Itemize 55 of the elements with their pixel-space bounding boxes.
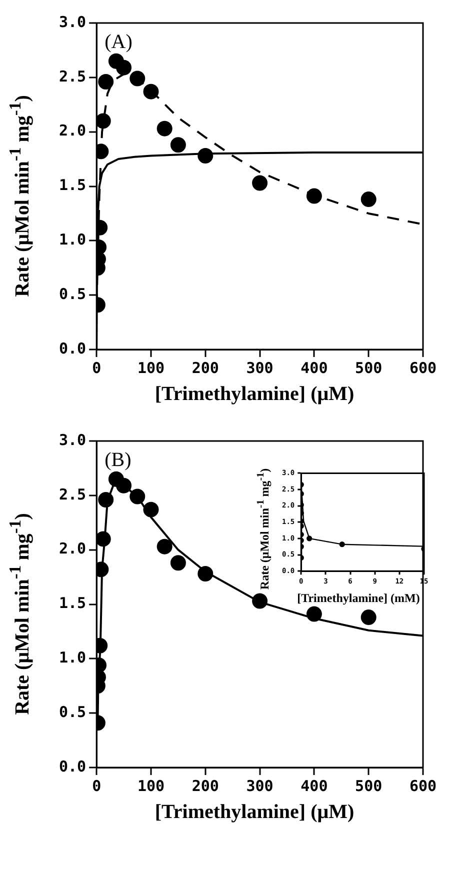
point <box>96 113 111 129</box>
x-tick-label: 600 <box>409 776 437 795</box>
y-tick-label: 0.5 <box>59 284 86 303</box>
point <box>98 74 114 90</box>
point <box>116 60 132 76</box>
x-tick-label: 400 <box>300 358 328 377</box>
y-tick-label: 0.5 <box>59 702 86 721</box>
point <box>170 137 186 153</box>
y-tick-label: 2.0 <box>59 122 86 140</box>
point <box>143 84 159 100</box>
point <box>130 70 146 86</box>
annotation: (A) <box>104 31 132 53</box>
x-tick-label: 300 <box>246 776 274 795</box>
y-tick-label: 3.0 <box>59 430 86 449</box>
point <box>306 188 322 204</box>
y-tick-label: 3.0 <box>59 12 86 31</box>
point <box>156 120 172 136</box>
point <box>252 593 268 609</box>
y-tick-label: 1.5 <box>59 176 86 194</box>
x-tick-label: 100 <box>137 358 165 377</box>
y-tick-label: 0.0 <box>59 757 86 776</box>
x-tick-label: 400 <box>300 776 328 795</box>
x-axis-title: [Trimethylamine] (μM) <box>154 383 356 406</box>
y-tick-label: 1.0 <box>59 230 86 249</box>
point <box>98 492 114 508</box>
x-tick-label: 100 <box>137 776 165 795</box>
x-tick-label: 600 <box>409 358 437 377</box>
x-tick-label: 300 <box>246 358 274 377</box>
y-tick-label: 2.5 <box>59 485 86 504</box>
point <box>360 610 376 626</box>
point <box>116 478 132 494</box>
point <box>156 538 172 554</box>
point <box>143 502 159 518</box>
point <box>198 148 214 164</box>
x-tick-label: 200 <box>192 358 219 377</box>
x-tick-label: 0 <box>92 776 102 795</box>
point <box>360 192 376 208</box>
annotation: (B) <box>104 449 132 471</box>
x-tick-label: 200 <box>192 776 219 795</box>
point <box>170 555 186 571</box>
x-axis-title: [Trimethylamine] (mM) <box>296 591 421 606</box>
x-tick-label: 500 <box>355 776 382 795</box>
point <box>252 175 268 191</box>
x-axis-title: [Trimethylamine] (μM) <box>154 801 356 824</box>
y-tick-label: 2.5 <box>59 67 86 86</box>
y-tick-label: 2.0 <box>59 540 86 558</box>
point <box>96 531 111 547</box>
point <box>306 606 322 622</box>
x-tick-label: 0 <box>92 358 102 377</box>
x-tick-label: 500 <box>355 358 382 377</box>
y-tick-label: 1.5 <box>59 594 86 612</box>
y-tick-label: 0.0 <box>59 339 86 358</box>
point <box>130 488 146 504</box>
y-tick-label: 1.0 <box>59 648 86 667</box>
point <box>198 566 214 582</box>
